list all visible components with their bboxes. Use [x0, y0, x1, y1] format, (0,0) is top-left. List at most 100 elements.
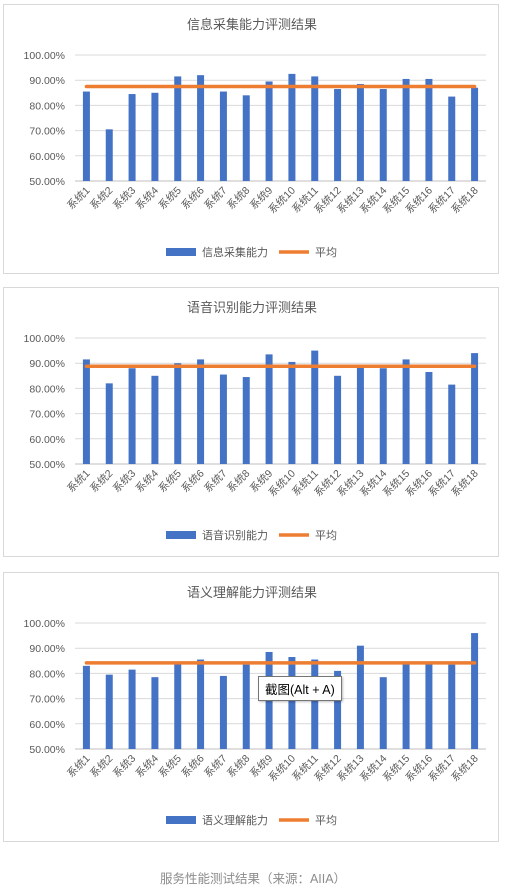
bar: [242, 377, 250, 464]
bar: [334, 89, 342, 181]
bar: [197, 75, 205, 181]
y-tick-label: 60.00%: [29, 719, 65, 731]
bar: [425, 372, 433, 464]
x-tick-label: 系统6: [179, 184, 207, 212]
chart-title: 语义理解能力评测结果: [187, 585, 317, 600]
x-tick-label: 系统7: [201, 752, 229, 780]
x-tick-label: 系统8: [224, 184, 252, 212]
figure-caption: 服务性能测试结果（来源：AIIA）: [159, 872, 347, 886]
bar: [425, 78, 433, 181]
y-tick-label: 100.00%: [24, 333, 65, 345]
bar: [105, 129, 113, 181]
x-tick-label: 系统7: [201, 184, 229, 212]
legend-bar-label: 信息采集能力: [202, 245, 268, 259]
bar: [334, 670, 342, 749]
x-tick-label: 系统1: [64, 467, 92, 495]
bar: [288, 361, 296, 464]
bar: [448, 384, 456, 464]
bar: [219, 675, 227, 749]
legend-bar-swatch: [166, 248, 196, 256]
bar: [265, 81, 273, 181]
bar: [288, 73, 296, 181]
bar: [471, 87, 479, 181]
bar: [288, 657, 296, 749]
chart-panel-speech-recognition: 语音识别能力评测结果 50.00% 60.00% 70.00% 80.00% 90.00%…: [3, 287, 499, 557]
x-tick-label: 系统6: [179, 752, 207, 780]
legend-bar-label: 语音识别能力: [202, 528, 268, 542]
x-tick-label: 系统5: [156, 184, 184, 212]
y-tick-label: 90.00%: [29, 358, 65, 370]
chart-svg: 语义理解能力评测结果 50.00% 60.00% 70.00% 80.00% 90.00%…: [24, 585, 486, 827]
x-tick-label: 系统4: [133, 467, 161, 495]
bar: [356, 645, 364, 749]
bar: [402, 78, 410, 181]
bar: [265, 354, 273, 464]
bar: [448, 96, 456, 181]
bar: [128, 669, 136, 749]
y-tick-label: 60.00%: [29, 434, 65, 446]
legend-line-label: 平均: [315, 246, 337, 259]
x-tick-label: 系统2: [87, 752, 115, 780]
x-tick-label: 系统8: [224, 752, 252, 780]
bar: [425, 663, 433, 749]
bar: [311, 350, 319, 464]
bar: [242, 95, 250, 181]
bar: [311, 76, 319, 181]
y-tick-label: 100.00%: [24, 50, 65, 62]
y-tick-label: 50.00%: [29, 744, 65, 756]
chart-svg: 语音识别能力评测结果 50.00% 60.00% 70.00% 80.00% 90.00%…: [24, 300, 486, 542]
chart-panel-semantic-understanding: 语义理解能力评测结果 50.00% 60.00% 70.00% 80.00% 90.00%…: [3, 572, 499, 842]
y-tick-label: 100.00%: [24, 618, 65, 630]
bar: [219, 91, 227, 181]
legend-bar-swatch: [166, 816, 196, 824]
bar: [356, 366, 364, 464]
y-tick-label: 50.00%: [29, 459, 65, 471]
x-tick-label: 系统4: [133, 184, 161, 212]
chart-svg: 信息采集能力评测结果 50.00% 60.00% 70.00% 80.00% 90.00%…: [24, 17, 486, 259]
bar: [242, 664, 250, 749]
bar: [151, 92, 159, 181]
bar: [105, 383, 113, 464]
bar: [334, 375, 342, 464]
x-tick-label: 系统5: [156, 467, 184, 495]
x-tick-label: 系统5: [156, 752, 184, 780]
legend-line-label: 平均: [315, 529, 337, 542]
legend-bar-label: 语义理解能力: [202, 813, 268, 827]
bar: [356, 83, 364, 181]
y-tick-label: 90.00%: [29, 643, 65, 655]
y-tick-label: 90.00%: [29, 75, 65, 87]
bar: [448, 664, 456, 749]
bar: [174, 363, 182, 464]
chart-panel-info-collection: 信息采集能力评测结果 50.00% 60.00% 70.00% 80.00% 90.00%…: [3, 4, 499, 274]
x-tick-label: 系统1: [64, 752, 92, 780]
x-tick-label: 系统3: [110, 467, 138, 495]
y-tick-label: 60.00%: [29, 151, 65, 163]
chart-title: 信息采集能力评测结果: [187, 17, 317, 32]
bar: [197, 659, 205, 749]
chart-title: 语音识别能力评测结果: [187, 300, 317, 315]
bar: [379, 368, 387, 464]
y-tick-label: 80.00%: [29, 668, 65, 680]
bar: [128, 368, 136, 464]
x-tick-label: 系统4: [133, 752, 161, 780]
bar: [197, 359, 205, 464]
bar: [174, 663, 182, 749]
bar: [379, 89, 387, 181]
bar: [219, 374, 227, 464]
bar: [402, 359, 410, 464]
bar: [379, 677, 387, 749]
legend-bar-swatch: [166, 531, 196, 539]
y-tick-label: 50.00%: [29, 176, 65, 188]
bar: [174, 76, 182, 181]
y-tick-label: 70.00%: [29, 694, 65, 706]
bar: [151, 375, 159, 464]
bar: [82, 665, 90, 749]
bar: [82, 91, 90, 181]
screenshot-tooltip: 截图(Alt + A): [258, 676, 342, 701]
bar: [402, 663, 410, 749]
y-tick-label: 80.00%: [29, 383, 65, 395]
bar: [471, 633, 479, 749]
x-tick-label: 系统3: [110, 752, 138, 780]
bar: [471, 353, 479, 464]
y-tick-label: 70.00%: [29, 409, 65, 421]
